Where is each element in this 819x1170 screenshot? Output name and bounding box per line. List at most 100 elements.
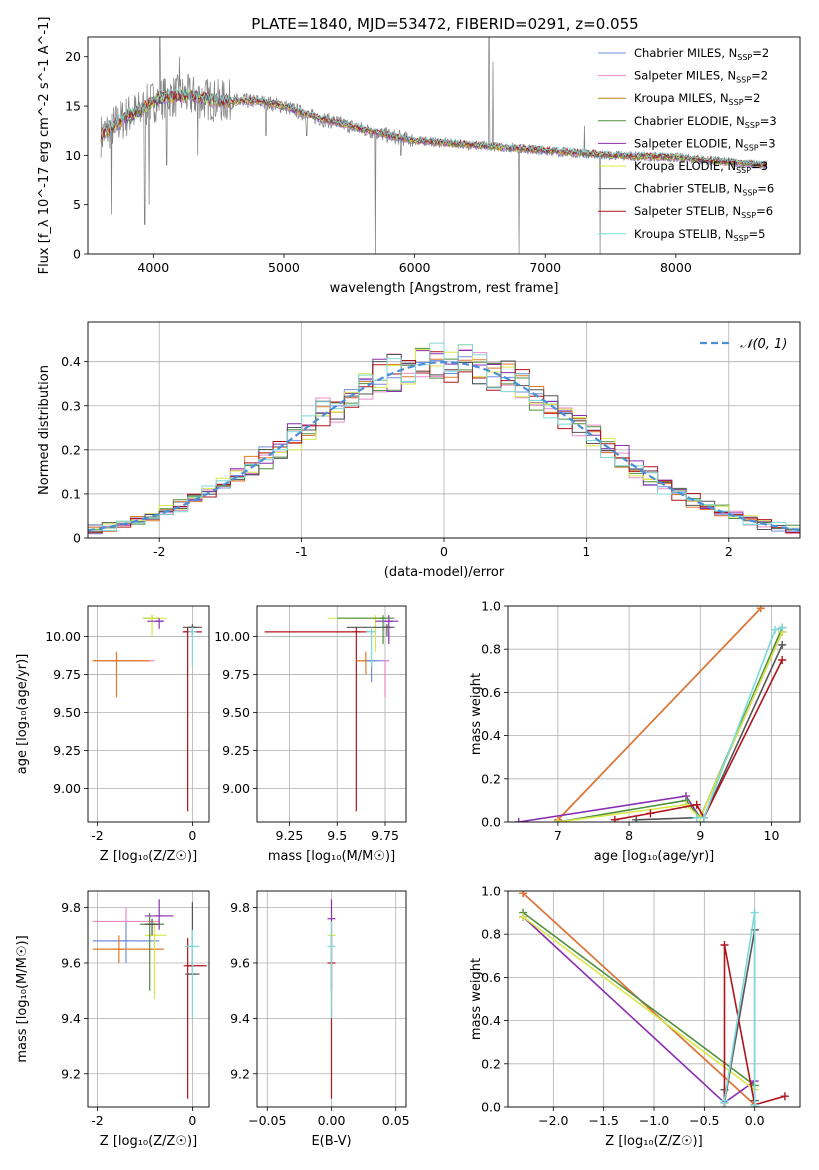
x-axis-label: wavelength [Angstrom, rest frame] (330, 281, 559, 296)
y-tick-label: 0.2 (481, 1056, 501, 1071)
data-point-marker (610, 815, 619, 822)
y-tick-label: 0.1 (61, 486, 81, 501)
residuals-histogram-panel: -2 -1 0 1 2 0 0.1 0.2 0.3 0.4 (data-model)/error No… (37, 321, 801, 580)
legend-label: Chabrier ELODIE, NSSP=3 (634, 114, 777, 130)
mass-weight-line (522, 916, 756, 1104)
legend-label-text: Chabrier ELODIE, N (634, 114, 745, 128)
y-tick-label: 9.4 (230, 1011, 250, 1026)
x-tick-label: 7000 (529, 260, 561, 275)
figure-title: PLATE=1840, MJD=53472, FIBERID=0291, z=0… (251, 15, 638, 33)
data-point-marker (778, 623, 787, 632)
y-tick-label: 9.25 (222, 743, 250, 758)
legend-label-suffix: =3 (751, 159, 768, 173)
x-tick-label: −1.5 (588, 1113, 618, 1128)
data-point-marker (720, 941, 729, 949)
mass-weight-line (557, 627, 783, 822)
x-tick-label: 10 (764, 828, 780, 843)
x-tick-label: 2 (725, 544, 733, 559)
legend-label-subscript: SSP (734, 234, 749, 243)
axes-frame (87, 890, 210, 1108)
plot-area (519, 891, 789, 1107)
x-tick-label: 9 (696, 828, 704, 843)
axes-frame (507, 890, 801, 1108)
data-point-marker (778, 640, 787, 649)
x-tick-label: 0 (440, 544, 448, 559)
data-point-marker (771, 625, 780, 634)
y-tick-label: 20 (65, 49, 81, 64)
normal-distribution-curve (88, 360, 800, 532)
axes-frame (87, 36, 801, 255)
axes-frame (256, 890, 407, 1108)
legend-label: Chabrier STELIB, NSSP=6 (634, 182, 774, 198)
legend-label-text: Kroupa STELIB, N (634, 227, 734, 241)
y-tick-label: 0.4 (481, 728, 501, 743)
x-tick-label: 6000 (399, 260, 431, 275)
y-tick-label: 0 (73, 247, 81, 262)
y-tick-label: 9.6 (230, 956, 250, 971)
x-tick-label: 1 (582, 544, 590, 559)
legend-label: Kroupa MILES, NSSP=2 (634, 91, 760, 107)
y-tick-label: 0.4 (61, 354, 81, 369)
x-tick-label: 9.5 (327, 828, 347, 843)
legend-label-subscript: SSP (737, 53, 752, 62)
data-point-marker (780, 1092, 789, 1101)
y-tick-label: 0.6 (481, 970, 501, 985)
legend-label: Kroupa ELODIE, NSSP=3 (634, 159, 768, 175)
mass-vs-metallicity-panel: -2 0 9.2 9.4 9.6 9.8 Z [log₁₀(Z/Z☉)] mass [log₁… (15, 890, 210, 1149)
y-tick-label: 9.8 (230, 900, 250, 915)
legend-label-suffix: =2 (751, 69, 768, 83)
plot-area (92, 899, 207, 1099)
legend-label-subscript: SSP (742, 189, 757, 198)
x-axis-label: Z [log₁₀(Z/Z☉)] (605, 1134, 702, 1149)
legend-label: Salpeter MILES, NSSP=2 (634, 69, 768, 85)
y-tick-label: 9.00 (222, 781, 250, 796)
mass-weight-line (557, 607, 762, 821)
mass-weight-vs-metallicity-panel: −2.0 −1.5 −1.0 −0.5 0.0 0.0 0.2 0.4 0.6 0.8 1.0 Z [… (469, 884, 801, 1149)
data-point-marker (553, 818, 562, 822)
legend-label-suffix: =5 (749, 227, 766, 241)
x-tick-label: -2 (153, 544, 165, 559)
legend-label-subscript: SSP (741, 211, 756, 220)
y-tick-label: 15 (65, 99, 81, 114)
legend-label-text: Salpeter ELODIE, N (634, 136, 744, 150)
x-tick-label: −2.0 (538, 1113, 568, 1128)
legend-label-text: Kroupa ELODIE, N (634, 159, 736, 173)
y-tick-label: 0.2 (61, 442, 81, 457)
mass-weight-line (723, 944, 786, 1106)
x-tick-label: −1.0 (639, 1113, 669, 1128)
data-point-marker (692, 813, 701, 822)
data-point-marker (519, 912, 528, 921)
y-tick-label: 0.4 (481, 1013, 501, 1028)
x-tick-label: 9.75 (371, 828, 399, 843)
data-point-marker (632, 815, 641, 822)
y-tick-label: 1.0 (481, 884, 501, 899)
axes-frame (87, 321, 801, 539)
legend-label: Salpeter STELIB, NSSP=6 (634, 204, 773, 220)
x-tick-label: 9.25 (276, 828, 304, 843)
plot-area (92, 615, 202, 812)
plot-area (514, 606, 787, 822)
mass-weight-line (522, 916, 756, 1091)
legend-label-subscript: SSP (729, 98, 744, 107)
plot-area (100, 37, 768, 254)
x-tick-label: −0.05 (248, 1113, 286, 1128)
x-tick-label: 8000 (660, 260, 692, 275)
y-tick-label: 10 (65, 148, 81, 163)
y-tick-label: 9.6 (61, 956, 81, 971)
y-axis-label: mass weight (469, 958, 484, 1040)
x-axis-label: E(B-V) (311, 1134, 351, 1149)
age-vs-metallicity-panel: -2 0 9.00 9.25 9.50 9.75 10.00 Z [log₁₀(Z/Z☉)] a… (15, 605, 210, 864)
mass-vs-ebv-panel: −0.05 0.00 0.05 9.2 9.4 9.6 9.8 E(B-V) (230, 890, 410, 1149)
axes-frame (507, 605, 801, 823)
legend-label-subscript: SSP (745, 121, 760, 130)
x-axis-label: mass [log₁₀(M/M☉)] (268, 849, 395, 864)
legend-label: Chabrier MILES, NSSP=2 (634, 46, 769, 62)
y-tick-label: 9.25 (53, 743, 81, 758)
y-tick-label: 9.75 (222, 667, 250, 682)
legend-label-text: Salpeter MILES, N (634, 69, 736, 83)
mass-weight-vs-age-panel: 7 8 9 10 0.0 0.2 0.4 0.6 0.8 1.0 age [log₁₀(age/yr… (469, 599, 801, 864)
legend-label-suffix: =2 (752, 46, 769, 60)
y-tick-label: 9.2 (61, 1066, 81, 1081)
x-tick-label: 8 (625, 828, 633, 843)
axes-frame (256, 605, 407, 823)
